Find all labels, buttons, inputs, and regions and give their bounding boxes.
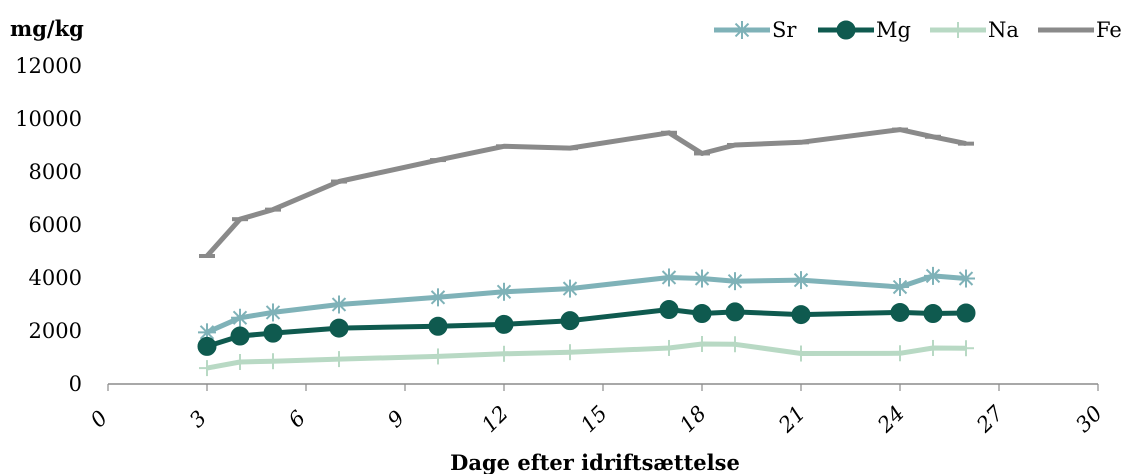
y-tick-label: 4000 bbox=[29, 266, 82, 290]
legend-label: Mg bbox=[876, 18, 911, 42]
series-na bbox=[199, 335, 974, 377]
series-na-point bbox=[562, 344, 578, 361]
series-sr bbox=[198, 266, 975, 342]
series-mg-point bbox=[923, 304, 943, 324]
series-mg-point bbox=[230, 326, 250, 346]
legend-item-sr: Sr bbox=[714, 18, 797, 42]
series-mg-point bbox=[494, 314, 514, 334]
series-sr-point bbox=[924, 266, 942, 285]
series-na-point bbox=[727, 336, 743, 353]
series-mg bbox=[197, 300, 976, 356]
y-tick-label: 6000 bbox=[29, 213, 82, 237]
axes: 0 3 6 9 12 15 18 21 24 27 30 0 2000 4000 6000 8000 10000… bbox=[15, 54, 1107, 438]
series-mg-point bbox=[329, 318, 349, 338]
legend-marker bbox=[950, 22, 966, 38]
series-mg-point bbox=[197, 336, 217, 356]
series-na-point bbox=[925, 339, 941, 356]
series-mg-point bbox=[890, 302, 910, 322]
series-sr-point bbox=[330, 295, 348, 314]
series-fe-line bbox=[205, 127, 967, 258]
x-tick-label: 6 bbox=[284, 406, 310, 432]
series-sr-line bbox=[205, 273, 967, 335]
series-na-point bbox=[331, 351, 347, 368]
series-mg-point bbox=[263, 323, 283, 343]
series-na-point bbox=[958, 340, 974, 357]
y-tick-label: 12000 bbox=[15, 54, 82, 78]
legend-item-na: Na bbox=[930, 18, 1019, 42]
series-na-point bbox=[793, 345, 809, 362]
series-sr-point bbox=[726, 272, 744, 291]
x-tick-label: 0 bbox=[86, 406, 112, 432]
series-sr-point bbox=[660, 268, 678, 287]
series-na-point bbox=[694, 335, 710, 352]
x-tick-label: 21 bbox=[773, 401, 810, 438]
legend-item-mg: Mg bbox=[818, 18, 911, 42]
series-na-point bbox=[232, 354, 248, 371]
y-axis-title: mg/kg bbox=[10, 16, 84, 41]
x-tick-label: 15 bbox=[576, 401, 612, 437]
series-mg-point bbox=[659, 300, 679, 320]
x-tick-label: 18 bbox=[675, 401, 711, 437]
series-sr-point bbox=[891, 278, 909, 297]
x-tick-label: 12 bbox=[477, 401, 513, 437]
y-tick-label: 2000 bbox=[29, 319, 82, 343]
series-mg-point bbox=[428, 316, 448, 336]
x-axis-title: Dage efter idriftsættelse bbox=[450, 450, 740, 474]
x-tick-label: 30 bbox=[1071, 401, 1107, 437]
x-tick-label: 9 bbox=[383, 406, 409, 432]
legend: Sr Mg Na Fe bbox=[714, 18, 1122, 42]
legend-item-fe: Fe bbox=[1038, 18, 1122, 42]
series-mg-point bbox=[956, 303, 976, 323]
series-sr-point bbox=[495, 282, 513, 301]
series-sr-point bbox=[429, 288, 447, 307]
series-na-point bbox=[892, 345, 908, 362]
series-mg-point bbox=[725, 302, 745, 322]
legend-label: Fe bbox=[1096, 18, 1122, 42]
y-tick-label: 8000 bbox=[29, 160, 82, 184]
x-tick-label: 27 bbox=[971, 401, 1008, 438]
series-na-line bbox=[206, 341, 967, 371]
series-sr-point bbox=[231, 308, 249, 327]
x-tick-label: 3 bbox=[185, 406, 211, 432]
series-sr-point bbox=[264, 303, 282, 322]
series-fe bbox=[199, 127, 974, 259]
series-na-point bbox=[496, 345, 512, 362]
y-tick-label: 10000 bbox=[15, 107, 82, 131]
series-layer bbox=[197, 127, 976, 377]
series-na-point bbox=[199, 360, 215, 377]
series-sr-point bbox=[561, 279, 579, 298]
series-na-point bbox=[430, 348, 446, 365]
y-tick-label: 0 bbox=[69, 372, 82, 396]
x-tick-label: 24 bbox=[872, 401, 909, 438]
series-sr-point bbox=[957, 269, 975, 288]
series-mg-point bbox=[560, 311, 580, 331]
series-sr-point bbox=[792, 271, 810, 290]
legend-marker bbox=[836, 20, 856, 40]
series-sr-point bbox=[693, 269, 711, 288]
legend-marker bbox=[733, 21, 751, 39]
legend-label: Sr bbox=[772, 18, 797, 42]
series-mg-line bbox=[206, 307, 967, 349]
series-na-point bbox=[265, 353, 281, 370]
series-na-point bbox=[661, 339, 677, 356]
series-mg-point bbox=[791, 305, 811, 325]
series-mg-point bbox=[692, 304, 712, 324]
legend-label: Na bbox=[988, 18, 1019, 42]
